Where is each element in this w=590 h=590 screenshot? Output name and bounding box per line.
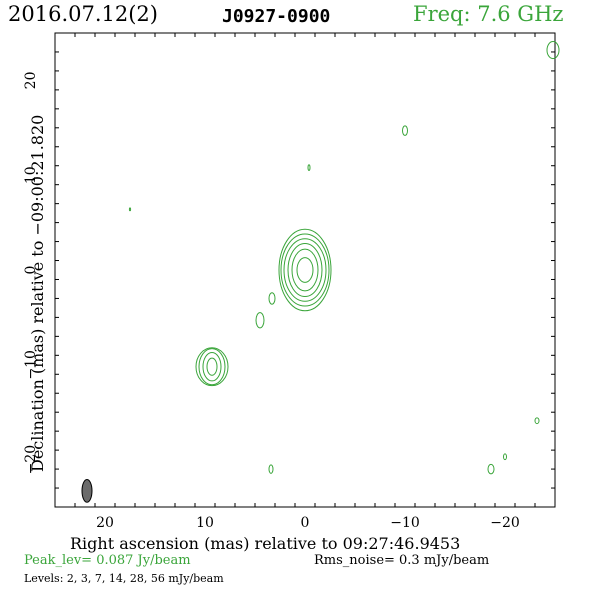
jet-knot-contour — [198, 348, 226, 386]
frequency-label: Freq: 7.6 GHz — [413, 2, 564, 26]
core-contour — [296, 257, 314, 283]
beam-ellipse — [81, 479, 93, 503]
blob-7-contour — [503, 453, 507, 461]
epoch-date: 2016.07.12(2) — [8, 2, 158, 26]
blob-2-contour — [268, 292, 276, 305]
x-tick-label: 10 — [196, 515, 214, 531]
core-contour — [280, 233, 330, 307]
blob-10-contour — [128, 207, 132, 212]
y-tick-label: −10 — [23, 350, 39, 380]
core-contour — [278, 228, 332, 312]
core-contour — [291, 248, 319, 292]
blob-4-contour — [402, 125, 408, 136]
core-contour — [283, 238, 327, 302]
y-axis-label: Declination (mas) relative to −09:00:21.… — [28, 114, 47, 472]
y-tick-label: −20 — [23, 445, 39, 475]
blob-8-contour — [487, 463, 495, 475]
blob-9-contour — [268, 464, 274, 474]
axis-tick-labels: 20 10 0 −10 −20 20 10 0 −10 −20 — [23, 71, 520, 531]
blob-6-contour — [534, 417, 540, 425]
x-axis-label: Right ascension (mas) relative to 09:27:… — [70, 534, 461, 553]
jet-knot-contour — [195, 347, 229, 387]
x-tick-label: 20 — [96, 515, 114, 531]
x-tick-label: −20 — [490, 515, 520, 531]
rms-noise: Rms_noise= 0.3 mJy/beam — [314, 553, 490, 568]
y-tick-label: 0 — [23, 266, 39, 275]
core-contour — [287, 242, 323, 298]
peak-level: Peak_lev= 0.087 Jy/beam — [24, 553, 191, 568]
x-tick-label: 0 — [301, 515, 310, 531]
blob-1-contour — [255, 312, 265, 329]
y-tick-label: 10 — [23, 166, 39, 184]
x-tick-label: −10 — [390, 515, 420, 531]
jet-knot-contour — [206, 357, 218, 376]
jet-knot-contour — [202, 351, 222, 382]
source-name: J0927-0900 — [222, 6, 331, 27]
axis-ticks — [54, 32, 556, 508]
y-tick-label: 20 — [23, 71, 39, 89]
blob-3-contour — [307, 164, 311, 171]
beam-layer — [81, 479, 93, 503]
contour-layer — [128, 41, 560, 475]
blob-5-contour — [546, 41, 560, 60]
plot-frame — [54, 32, 556, 508]
contour-levels: Levels: 2, 3, 7, 14, 28, 56 mJy/beam — [24, 572, 224, 585]
